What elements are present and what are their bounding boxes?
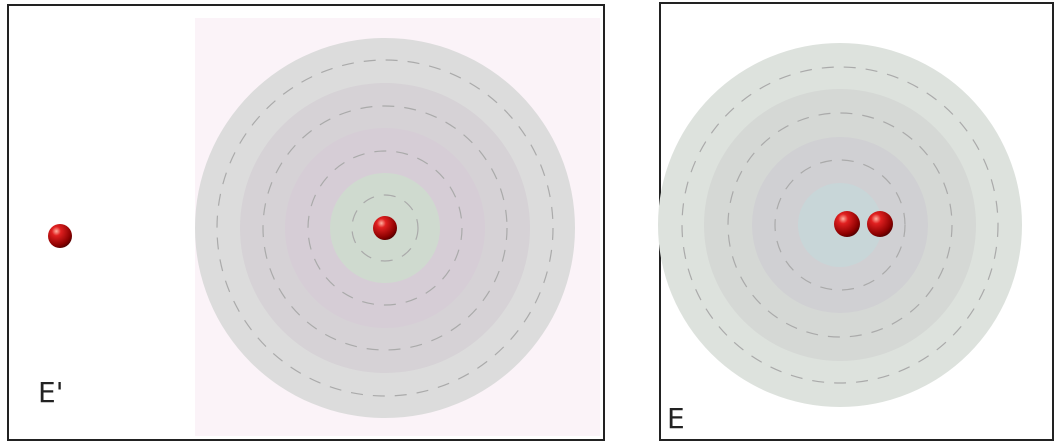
charge (48, 224, 72, 248)
dashed-rings (216, 59, 554, 397)
charge (834, 211, 860, 237)
dashed-rings (681, 66, 999, 384)
panel-label: E' (38, 376, 63, 409)
panel-left: E' (7, 4, 605, 441)
charge (867, 211, 893, 237)
panel-label: E (667, 402, 685, 435)
panel-right: E (658, 2, 1054, 441)
charge (373, 216, 397, 240)
